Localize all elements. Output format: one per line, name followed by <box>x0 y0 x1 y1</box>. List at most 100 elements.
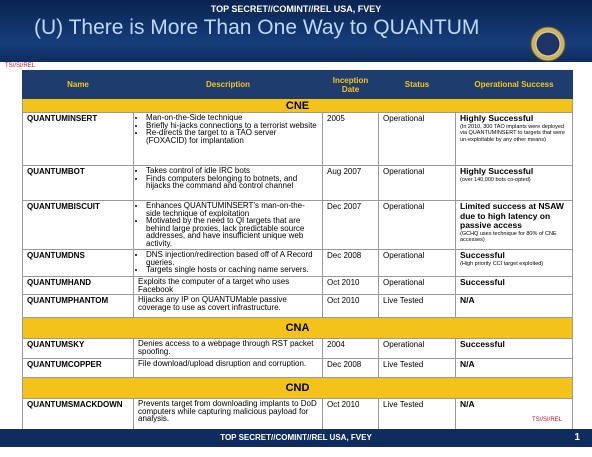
classification: TOP SECRET//COMINT//REL USA, FVEY <box>220 433 372 442</box>
description: Denies access to a webpage through RST p… <box>138 339 314 356</box>
status-cell: Operational <box>378 249 456 277</box>
date-cell: Dec 2008 <box>322 358 379 378</box>
bullet-list: Takes control of idle IRC botsFinds comp… <box>138 167 318 190</box>
section-label: CNE <box>22 98 573 113</box>
bullet: Targets single hosts or caching name ser… <box>146 266 318 274</box>
table-row: QUANTUMBOTTakes control of idle IRC bots… <box>22 165 573 201</box>
column-header: Inception Date <box>322 70 379 99</box>
description-cell: Hijacks any IP on QUANTUMable passive co… <box>133 294 323 318</box>
description-cell: Denies access to a webpage through RST p… <box>133 338 323 359</box>
quantum-table: Name Description Inception Date Status Opera… <box>22 70 573 431</box>
description-cell: Enhances QUANTUMINSERT's man-on-the-side… <box>133 200 323 250</box>
success: Highly Successful <box>460 113 534 123</box>
success-cell: N/A <box>455 294 573 318</box>
slide-title: (U) There is More Than One Way to QUANTU… <box>34 16 480 39</box>
success-cell: N/A <box>455 358 573 378</box>
description-cell: Exploits the computer of a target who us… <box>133 276 323 295</box>
table-row: QUANTUMPHANTOM Hijacks any IP on QUANTUMa… <box>22 294 573 318</box>
success-note: (over 140,000 bots co-opted) <box>460 176 531 183</box>
name-cell: QUANTUMCOPPER <box>22 358 134 378</box>
name-cell: QUANTUMDNS <box>22 249 134 277</box>
name-cell: QUANTUMPHANTOM <box>22 294 134 318</box>
bullet: Re-directs the target to a TAO server (F… <box>146 129 318 145</box>
description-cell: Prevents target from downloading implant… <box>133 398 323 431</box>
table-row: QUANTUMHAND Exploits the computer of a ta… <box>22 276 573 295</box>
bullet-list: Enhances QUANTUMINSERT's man-on-the-side… <box>138 202 318 248</box>
description: Prevents target from downloading implant… <box>138 399 317 423</box>
section-row: CND <box>22 377 573 399</box>
status-cell: Operational <box>378 165 456 201</box>
page-number: 1 <box>574 432 580 443</box>
table-row: QUANTUMBISCUIT Enhances QUANTUMINSERT's m… <box>22 200 573 250</box>
success-cell: Successful (High priority CCI target expl… <box>455 249 573 277</box>
description-cell: DNS injection/redirection based off of A… <box>133 249 323 277</box>
date-cell: Aug 2007 <box>322 165 379 201</box>
name-cell: QUANTUMSKY <box>22 338 134 359</box>
success: Successful <box>460 250 505 260</box>
date-cell: Dec 2007 <box>322 200 379 250</box>
success: Limited success at NSAW due to high late… <box>460 201 564 230</box>
success-cell: Successful <box>455 338 573 359</box>
success-cell: N/A <box>455 398 573 431</box>
success-cell: Successful <box>455 276 573 295</box>
status-cell: Operational <box>378 200 456 250</box>
status-cell: Live Tested <box>378 358 456 378</box>
column-header: Description <box>133 70 323 99</box>
status-cell: Operational <box>378 276 456 295</box>
section-row: CNE <box>22 98 573 113</box>
success-cell: Highly Successful (In 2010, 300 TAO impla… <box>455 112 573 166</box>
column-header: Status <box>378 70 456 99</box>
description: File download/upload disruption and corr… <box>138 359 307 368</box>
name-cell: QUANTUMSMACKDOWN <box>22 398 134 431</box>
date-cell: Oct 2010 <box>322 276 379 295</box>
success-note: (High priority CCI target exploited) <box>460 260 544 267</box>
section-row: CNA <box>22 317 573 339</box>
success: N/A <box>460 359 475 369</box>
footer-band: TOP SECRET//COMINT//REL USA, FVEY 1 <box>0 429 592 447</box>
date-cell: Oct 2010 <box>322 294 379 318</box>
name-cell: QUANTUMHAND <box>22 276 134 295</box>
marking: TS//SI/REL <box>531 417 562 423</box>
bullet: Enhances QUANTUMINSERT's man-on-the-side… <box>146 202 318 218</box>
column-header: Operational Success <box>455 70 573 99</box>
bullet: Finds computers belonging to botnets, an… <box>146 174 318 190</box>
table-row: QUANTUMINSERTMan-on-the-Side techniqueBr… <box>22 112 573 166</box>
section-label: CNA <box>22 317 573 339</box>
date-cell: Oct 2010 <box>322 398 379 431</box>
bullet: Briefly hi-jacks connections to a terror… <box>146 121 318 130</box>
table-row: QUANTUMDNS DNS injection/redirection base… <box>22 249 573 277</box>
description-cell: Man-on-the-Side techniqueBriefly hi-jack… <box>133 112 323 166</box>
status-cell: Operational <box>378 112 456 166</box>
bullet: DNS injection/redirection based off of A… <box>146 251 318 267</box>
status-cell: Live Tested <box>378 398 456 431</box>
section-label: CND <box>22 377 573 399</box>
date-cell: 2004 <box>322 338 379 359</box>
success: N/A <box>460 295 475 305</box>
name-cell: QUANTUMBISCUIT <box>22 200 134 250</box>
success-note: (In 2010, 300 TAO implants were deployed… <box>460 123 565 143</box>
name-cell: QUANTUMINSERT <box>22 112 134 166</box>
description-cell: File download/upload disruption and corr… <box>133 358 323 378</box>
success: N/A <box>460 399 475 409</box>
classification: TOP SECRET//COMINT//REL USA, FVEY <box>210 4 382 14</box>
success: Successful <box>460 339 505 349</box>
date-cell: Dec 2008 <box>322 249 379 277</box>
header-band: TOP SECRET//COMINT//REL USA, FVEY (U) Th… <box>0 0 592 62</box>
header-row: Name Description Inception Date Status Opera… <box>22 70 573 99</box>
bullet-list: DNS injection/redirection based off of A… <box>138 251 318 274</box>
success-note: (GCHQ uses technique for 80% of CNE acce… <box>460 230 557 244</box>
column-header: Name <box>22 70 134 99</box>
bullet: Takes control of idle IRC bots <box>146 167 318 175</box>
date-cell: 2005 <box>322 112 379 166</box>
bullet: Motivated by the need to QI targets that… <box>146 217 318 248</box>
description: Hijacks any IP on QUANTUMable passive co… <box>138 295 287 312</box>
bullet: Man-on-the-Side technique <box>146 114 318 122</box>
table-row: QUANTUMCOPPER File download/upload disrup… <box>22 358 573 378</box>
success: Highly Successful <box>460 166 534 176</box>
description-cell: Takes control of idle IRC botsFinds comp… <box>133 165 323 201</box>
status-cell: Operational <box>378 338 456 359</box>
table-row: QUANTUMSKY Denies access to a webpage thr… <box>22 338 573 359</box>
seal <box>530 26 566 62</box>
marking: TS//SI/REL <box>5 63 36 69</box>
